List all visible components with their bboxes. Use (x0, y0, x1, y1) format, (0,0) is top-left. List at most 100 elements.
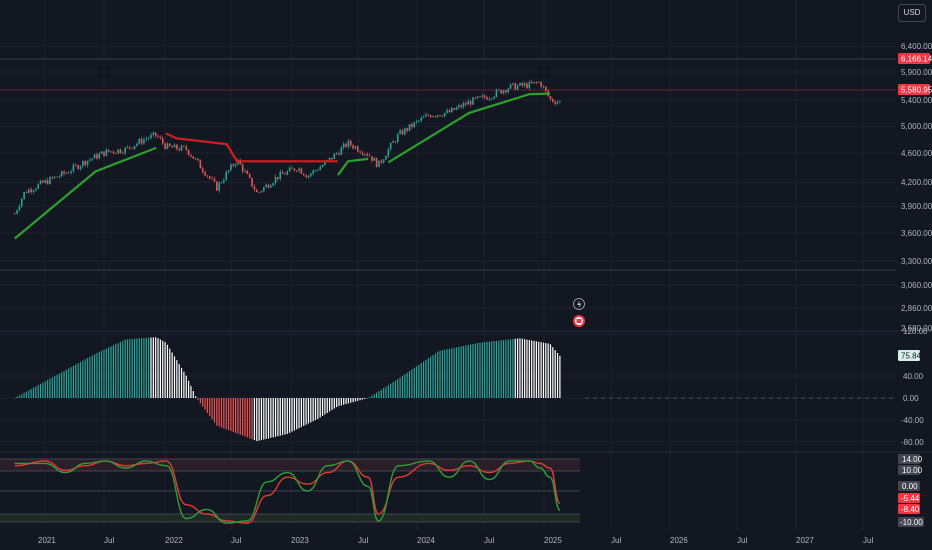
candle-body (465, 103, 467, 105)
candle-body (140, 138, 143, 144)
histogram-bar (427, 358, 429, 398)
event-flag-icon[interactable] (573, 315, 585, 327)
candle-body (436, 114, 439, 117)
candle-body (335, 153, 338, 155)
candle-body (319, 166, 321, 171)
candle-body (258, 192, 260, 193)
histogram-bar (413, 367, 415, 398)
histogram-bar (533, 340, 535, 398)
candle-body (44, 180, 47, 183)
histogram-bar (500, 340, 502, 398)
histogram-bar (183, 371, 185, 398)
histogram-bar (152, 337, 154, 398)
histogram-bar (279, 398, 281, 436)
candle-body (519, 82, 521, 86)
histogram-bar (321, 398, 324, 416)
candle-body (476, 96, 479, 99)
histogram-bar (394, 380, 396, 398)
lightning-icon[interactable] (573, 298, 585, 310)
oscillator-axis-label: -5.44 (901, 494, 920, 503)
candle-body (359, 151, 361, 153)
candle-body (288, 167, 291, 172)
histogram-bar (253, 398, 255, 441)
grid-lines (0, 0, 896, 530)
histogram-bar (390, 383, 392, 398)
candle-body (13, 213, 16, 215)
candle-body (451, 108, 453, 113)
overbought-band (0, 459, 580, 471)
histogram-bar (218, 398, 220, 427)
histogram-bar (364, 398, 366, 399)
candle-body (190, 154, 192, 157)
candle-body (483, 95, 486, 98)
histogram-pane[interactable] (14, 337, 896, 441)
candle-body (178, 148, 180, 151)
histogram-axis-label: 40.00 (903, 372, 924, 381)
candle-body (239, 159, 242, 165)
candle-body (201, 168, 204, 172)
time-axis-label: 2026 (670, 536, 688, 545)
candle-body (523, 83, 526, 86)
currency-button[interactable]: USD (898, 4, 926, 22)
oversold-band (0, 514, 580, 522)
histogram-bar (448, 348, 451, 398)
histogram-bar (105, 348, 107, 398)
histogram-bar (338, 398, 340, 406)
price-axis[interactable]: 6,400.00 5,900.00 5,400.00 5,000.00 4,60… (898, 42, 932, 333)
histogram-bar (439, 350, 441, 398)
candle-body (37, 184, 39, 189)
candle-body (545, 86, 547, 91)
histogram-bar (455, 347, 458, 398)
candle-body (234, 164, 237, 166)
candle-body (42, 180, 44, 183)
candle-body (554, 101, 556, 104)
oscillator-pane[interactable] (0, 458, 580, 524)
histogram-bar (237, 398, 239, 434)
oscillator-fast-line (14, 460, 561, 524)
histogram-bar (162, 340, 164, 398)
price-pane[interactable] (0, 58, 896, 271)
histogram-bar (446, 349, 448, 398)
histogram-bar (211, 398, 213, 420)
candle-body (302, 173, 305, 176)
histogram-bar (526, 339, 528, 398)
histogram-bar (68, 368, 70, 398)
histogram-bar (148, 337, 150, 398)
candle-body (124, 147, 126, 154)
histogram-axis[interactable]: 120.00 75.84 40.00 0.00 -40.00 -80.00 (898, 327, 928, 447)
candle-body (352, 145, 354, 149)
histogram-bar (310, 398, 312, 423)
histogram-bar (314, 398, 317, 421)
candle-body (502, 90, 505, 94)
candle-body (401, 130, 404, 135)
histogram-bar (303, 398, 305, 426)
histogram-bar (408, 371, 411, 398)
candle-body (375, 158, 378, 167)
histogram-bar (227, 398, 230, 431)
time-axis[interactable]: 2021 Jul 2022 Jul 2023 Jul 2024 Jul 2025… (38, 536, 873, 545)
histogram-bar (169, 348, 171, 398)
histogram-bar (538, 341, 540, 398)
time-axis-label: Jul (863, 536, 873, 545)
candle-body (295, 170, 298, 172)
histogram-bars (14, 337, 561, 441)
oscillator-axis[interactable]: 14.00 10.00 0.00 -5.44 -8.40 -10.00 (898, 454, 924, 527)
candle-body (349, 140, 352, 146)
histogram-bar (79, 361, 82, 398)
candle-body (171, 146, 173, 148)
histogram-bar (472, 344, 474, 398)
oscillator-axis-label: -8.40 (901, 505, 920, 514)
histogram-bar (54, 376, 56, 398)
candle-body (194, 158, 197, 160)
candle-body (354, 146, 357, 149)
candle-body (86, 160, 89, 166)
histogram-bar (326, 398, 328, 414)
histogram-bar (110, 346, 112, 398)
candle-body (117, 149, 119, 154)
histogram-bar (488, 341, 490, 398)
histogram-bar (444, 349, 446, 398)
candle-body (425, 114, 427, 117)
candle-body (145, 138, 148, 140)
histogram-bar (556, 352, 559, 398)
